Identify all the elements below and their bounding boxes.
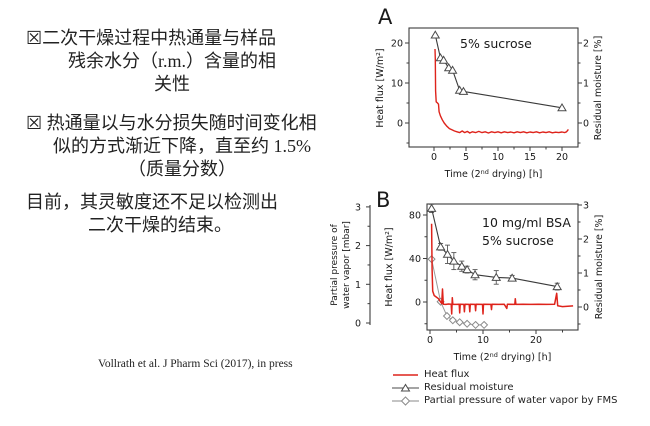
svg-text:Residual moisture [%]: Residual moisture [%] xyxy=(593,36,604,141)
svg-text:20: 20 xyxy=(556,152,568,163)
svg-text:0: 0 xyxy=(583,303,589,314)
bullet-block-1: ☒二次干燥过程中热通量与样品 残余水分（r.m.）含量的相 关性 xyxy=(26,27,318,96)
svg-text:Heat flux [W/m²]: Heat flux [W/m²] xyxy=(384,227,395,306)
svg-text:Heat flux [W/m²]: Heat flux [W/m²] xyxy=(375,48,386,127)
paragraph-line-1: 目前，其灵敏度还不足以检测出 xyxy=(26,192,278,212)
svg-text:80: 80 xyxy=(409,211,421,222)
svg-text:2: 2 xyxy=(355,241,361,252)
bullet-1-line-1: ☒二次干燥过程中热通量与样品 xyxy=(26,28,277,48)
svg-text:0: 0 xyxy=(431,152,437,163)
bullet-block-2: ☒ 热通量以与水分损失随时间变化相 似的方式渐近下降，直至约 1.5% （质量分… xyxy=(26,112,338,181)
svg-text:10 mg/ml BSA: 10 mg/ml BSA xyxy=(482,215,571,230)
svg-text:3: 3 xyxy=(355,202,361,213)
chart-b: B 0 10 20 0 40 80 0 1 2 3 0 1 2 3 Partial pressure of wa… xyxy=(330,188,605,363)
svg-text:10: 10 xyxy=(492,152,504,163)
svg-text:10: 10 xyxy=(477,335,489,346)
svg-text:1: 1 xyxy=(583,79,589,90)
diamond-line-icon xyxy=(392,395,419,406)
legend-item: Heat flux xyxy=(392,369,617,380)
svg-text:0: 0 xyxy=(397,119,403,130)
legend-item: Partial pressure of water vapor by FMS xyxy=(392,395,617,406)
paragraph-block: 目前，其灵敏度还不足以检测出 二次干燥的结束。 xyxy=(26,191,294,237)
svg-text:Time (2nd drying) [h]: Time (2nd drying) [h] xyxy=(453,351,552,363)
svg-text:B: B xyxy=(376,188,390,212)
bullet-1-line-3: 关性 xyxy=(154,74,190,94)
svg-text:5: 5 xyxy=(463,152,469,163)
svg-text:A: A xyxy=(378,5,393,29)
bullet-2-line-2: 似的方式渐近下降，直至约 1.5% xyxy=(53,136,311,156)
svg-text:40: 40 xyxy=(409,254,421,265)
svg-text:1: 1 xyxy=(355,280,361,291)
svg-text:10: 10 xyxy=(391,79,403,90)
legend-label: Residual moisture xyxy=(424,382,514,393)
chart-a: A 0 5 10 15 20 0 10 20 0 1 2 Heat flux [W/m²] Residua… xyxy=(375,5,604,180)
svg-text:0: 0 xyxy=(415,298,421,309)
chart-legend: Heat flux Residual moisture Partial pressu… xyxy=(392,369,617,406)
svg-text:Time (2nd drying) [h]: Time (2nd drying) [h] xyxy=(444,168,543,180)
svg-text:1: 1 xyxy=(583,269,589,280)
legend-label: Heat flux xyxy=(424,369,470,380)
svg-text:3: 3 xyxy=(583,201,589,212)
svg-text:15: 15 xyxy=(524,152,536,163)
svg-text:20: 20 xyxy=(530,335,542,346)
svg-text:2: 2 xyxy=(583,39,589,50)
bullet-2-line-1: ☒ 热通量以与水分损失随时间变化相 xyxy=(26,113,317,133)
svg-text:0: 0 xyxy=(427,335,433,346)
red-line-icon xyxy=(393,373,418,376)
svg-text:0: 0 xyxy=(583,119,589,130)
bullet-1-line-2: 残余水分（r.m.）含量的相 xyxy=(67,51,276,71)
legend-label: Partial pressure of water vapor by FMS xyxy=(424,395,618,406)
svg-text:0: 0 xyxy=(355,319,361,330)
svg-text:5% sucrose: 5% sucrose xyxy=(460,36,532,51)
svg-text:20: 20 xyxy=(391,39,403,50)
triangle-line-icon xyxy=(392,383,419,391)
paragraph-line-2: 二次干燥的结束。 xyxy=(88,215,232,235)
svg-text:2: 2 xyxy=(583,235,589,246)
svg-text:5% sucrose: 5% sucrose xyxy=(482,233,554,248)
svg-text:water vapor [mbar]: water vapor [mbar] xyxy=(342,221,352,309)
svg-text:Partial pressure of: Partial pressure of xyxy=(330,223,340,305)
legend-item: Residual moisture xyxy=(392,382,617,393)
bullet-2-line-3: （质量分数） xyxy=(128,159,236,179)
citation: Vollrath et al. J Pharm Sci (2017), in p… xyxy=(98,358,293,370)
svg-text:Residual moisture [%]: Residual moisture [%] xyxy=(594,215,605,320)
